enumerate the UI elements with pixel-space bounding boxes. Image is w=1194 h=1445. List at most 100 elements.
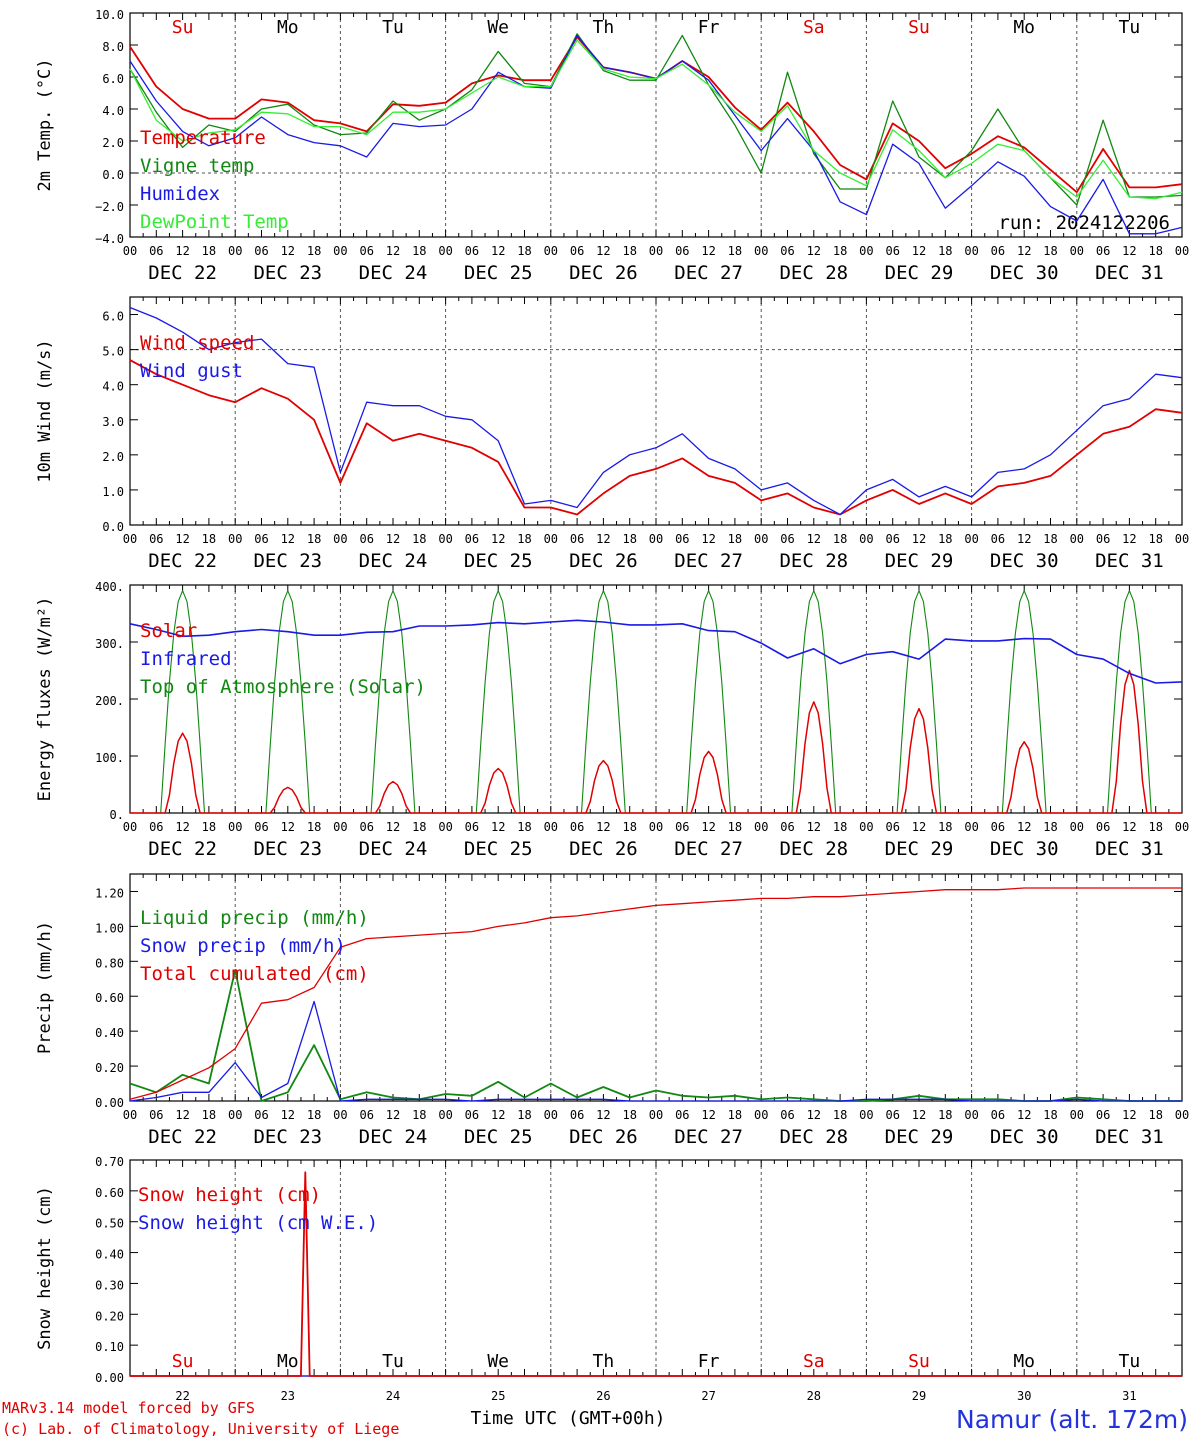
hour-tick-label: 00 <box>333 1108 347 1122</box>
hour-tick-label: 12 <box>701 820 715 834</box>
hour-tick-label: 12 <box>1017 1108 1031 1122</box>
date-label: DEC 23 <box>253 262 322 284</box>
y-tick-label: 8.0 <box>102 40 124 54</box>
hour-tick-label: 12 <box>386 1108 400 1122</box>
y-tick-label: 0. <box>110 808 124 822</box>
hour-tick-label: 06 <box>1096 820 1110 834</box>
hour-tick-label: 18 <box>307 532 321 546</box>
series-wind-gust-line <box>129 306 1183 516</box>
y-tick-label: 3.0 <box>102 415 124 429</box>
hour-tick-label: 12 <box>1122 244 1136 258</box>
legend-solar: Solar <box>140 620 197 642</box>
hour-tick-label: 06 <box>991 820 1005 834</box>
hour-tick-label: 00 <box>649 820 663 834</box>
hour-tick-label: 00 <box>228 532 242 546</box>
hour-tick-label: 06 <box>675 1108 689 1122</box>
date-label: DEC 22 <box>148 1126 217 1148</box>
series-total-cumulated-cm-line <box>129 887 1182 1100</box>
hour-tick-label: 00 <box>649 244 663 258</box>
y-tick-label: 6.0 <box>102 310 124 324</box>
date-label: DEC 26 <box>569 262 638 284</box>
hour-tick-label: 06 <box>780 1108 794 1122</box>
hour-tick-label: 00 <box>1070 532 1084 546</box>
weekday-label: Su <box>172 17 194 38</box>
hour-tick-label: 06 <box>991 532 1005 546</box>
hour-tick-label: 00 <box>544 1108 558 1122</box>
hour-tick-label: 18 <box>622 532 636 546</box>
date-label: DEC 22 <box>148 550 217 572</box>
hour-tick-label: 00 <box>228 1108 242 1122</box>
date-label: DEC 23 <box>253 838 322 860</box>
hour-tick-label: 06 <box>254 1108 268 1122</box>
hour-tick-label: 12 <box>386 820 400 834</box>
hour-tick-label: 00 <box>544 532 558 546</box>
legend-humidex: Humidex <box>140 183 220 205</box>
hour-tick-label: 18 <box>728 1108 742 1122</box>
weekday-label: Sa <box>803 1351 825 1372</box>
hour-tick-label: 00 <box>438 532 452 546</box>
date-label: DEC 31 <box>1095 550 1164 572</box>
hour-tick-label: 18 <box>1148 244 1162 258</box>
hour-tick-label: 18 <box>412 532 426 546</box>
weekday-label: We <box>487 1351 509 1372</box>
y-tick-label: 0.0 <box>102 520 124 534</box>
panel-2: 6.0 5.0 4.0 3.0 2.0 1.0 0.0 10m Wind (m/s) 00 06 1… <box>35 296 1189 572</box>
hour-tick-label: 06 <box>570 1108 584 1122</box>
hour-tick-label: 12 <box>1122 820 1136 834</box>
y-tick-label: 0.60 <box>95 991 124 1005</box>
hour-tick-label: 00 <box>123 244 137 258</box>
hour-tick-label: 12 <box>1017 532 1031 546</box>
hour-tick-label: 00 <box>859 244 873 258</box>
weekday-label: Su <box>908 1351 930 1372</box>
y-tick-label: −2.0 <box>95 200 124 214</box>
hour-tick-label: 00 <box>859 1108 873 1122</box>
hour-tick-label: 00 <box>544 820 558 834</box>
hour-tick-label: 06 <box>885 820 899 834</box>
hour-tick-label: 18 <box>1043 820 1057 834</box>
panel-1: 10.0 8.0 6.0 4.0 2.0 0.0 −2.0 −4.0 2m Temp. (°C)… <box>35 8 1189 284</box>
hour-tick-label: 12 <box>1017 820 1031 834</box>
hour-tick-label: 12 <box>912 820 926 834</box>
hour-tick-label: 06 <box>885 1108 899 1122</box>
y-tick-label: 1.00 <box>95 921 124 935</box>
y-tick-label: 0.70 <box>95 1155 124 1169</box>
hour-tick-label: 12 <box>912 1108 926 1122</box>
date-label: DEC 24 <box>359 262 428 284</box>
date-label: DEC 25 <box>464 550 533 572</box>
hour-tick-label: 18 <box>202 1108 216 1122</box>
y-tick-label: 0.10 <box>95 1340 124 1354</box>
y-axis-label: Snow height (cm) <box>35 1186 55 1350</box>
date-label: DEC 31 <box>1095 262 1164 284</box>
hour-tick-label: 06 <box>359 244 373 258</box>
hour-tick-label: 18 <box>1043 532 1057 546</box>
hour-tick-label: 06 <box>465 1108 479 1122</box>
hour-tick-label: 18 <box>622 244 636 258</box>
date-label: DEC 25 <box>464 1126 533 1148</box>
weekday-label: Tu <box>1119 1351 1141 1372</box>
legend-infrared: Infrared <box>140 648 232 670</box>
hour-tick-label: 00 <box>754 532 768 546</box>
weekday-label: Th <box>593 17 615 38</box>
hour-tick-label: 12 <box>1122 1108 1136 1122</box>
hour-tick-label: 12 <box>175 1108 189 1122</box>
series-snow-precip-mm-h-line <box>129 1000 1182 1102</box>
hour-tick-label: 18 <box>622 820 636 834</box>
hour-tick-label: 06 <box>675 244 689 258</box>
hour-tick-label: 12 <box>175 820 189 834</box>
date-label: DEC 27 <box>674 262 743 284</box>
hour-tick-label: 06 <box>675 532 689 546</box>
series-dewpoint-temp-line <box>129 39 1183 200</box>
hour-tick-label: 00 <box>964 820 978 834</box>
hour-tick-label: 12 <box>281 1108 295 1122</box>
weekday-label: Mo <box>1013 1351 1035 1372</box>
y-tick-label: 0.0 <box>102 168 124 182</box>
hour-tick-label: 00 <box>123 1108 137 1122</box>
date-label: DEC 22 <box>148 838 217 860</box>
weekday-label: Fr <box>698 17 720 38</box>
hour-tick-label: 18 <box>1148 820 1162 834</box>
hour-tick-label: 00 <box>1175 532 1189 546</box>
date-label: DEC 24 <box>359 550 428 572</box>
hour-tick-label: 00 <box>964 244 978 258</box>
weekday-label: Tu <box>382 1351 404 1372</box>
